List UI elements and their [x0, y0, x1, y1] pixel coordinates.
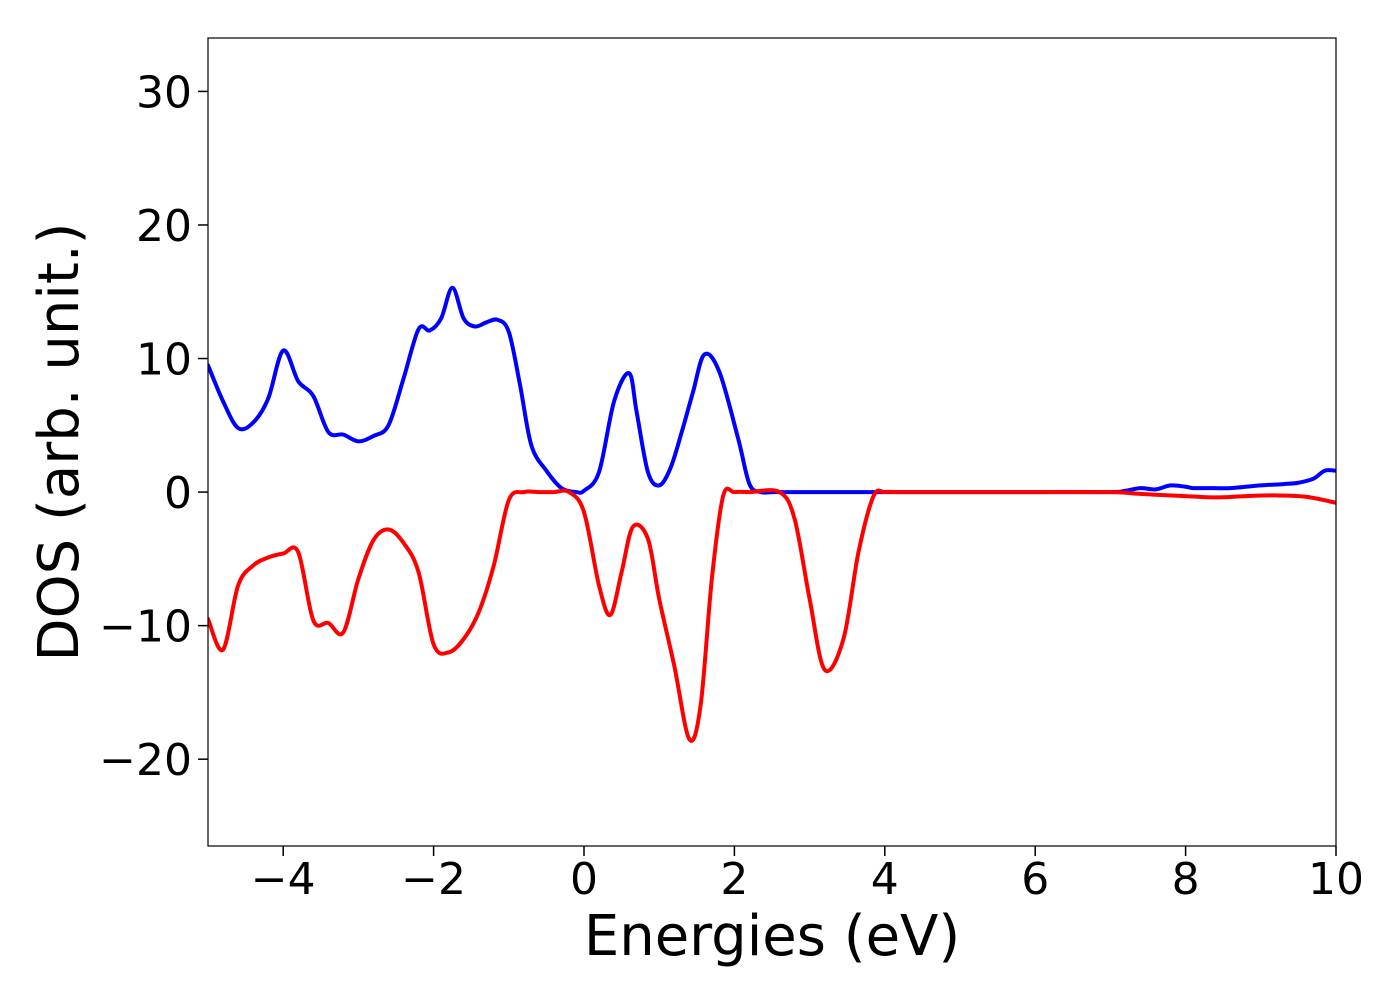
- x-tick-label: 8: [1172, 854, 1200, 905]
- y-tick-label: −10: [99, 602, 192, 653]
- x-tick-label: 2: [720, 854, 748, 905]
- y-tick-label: −20: [99, 735, 192, 786]
- x-tick-label: 6: [1021, 854, 1049, 905]
- x-tick-label: 10: [1308, 854, 1364, 905]
- series-line-2: [208, 486, 1336, 743]
- y-axis-ticks: −20 −10 0 10 20 30: [99, 67, 208, 786]
- y-tick-label: 20: [136, 201, 192, 252]
- x-axis-ticks: −4 −2 0 2 4 6 8 10: [251, 846, 1364, 905]
- x-tick-label: 0: [570, 854, 598, 905]
- x-tick-label: 4: [871, 854, 899, 905]
- x-axis-label: Energies (eV): [584, 904, 960, 969]
- y-tick-label: 30: [136, 67, 192, 118]
- x-tick-label: −2: [401, 854, 466, 905]
- x-tick-label: −4: [251, 854, 316, 905]
- y-axis-label: DOS (arb. unit.): [27, 222, 92, 661]
- y-tick-label: 10: [136, 335, 192, 386]
- series-layer: [208, 285, 1336, 743]
- y-tick-label: 0: [164, 468, 192, 519]
- plot-area-frame: [207, 37, 1337, 847]
- series-line-1: [208, 285, 1336, 495]
